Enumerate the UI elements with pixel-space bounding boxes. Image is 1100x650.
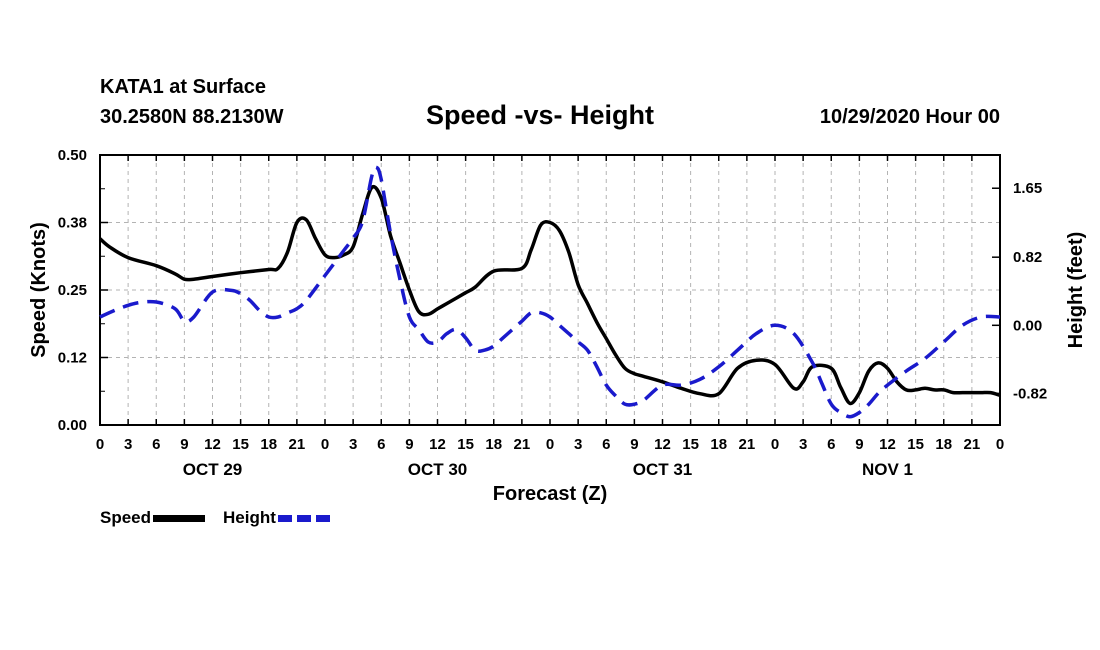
y-left-tick-label: 0.25 — [58, 282, 87, 299]
x-tick-label: 0 — [96, 436, 104, 453]
x-tick-label: 9 — [180, 436, 188, 453]
legend-speed-label: Speed — [100, 508, 152, 527]
x-tick-label: 21 — [514, 436, 531, 453]
x-tick-label: 9 — [405, 436, 413, 453]
y-left-tick-label: 0.00 — [58, 417, 87, 434]
x-ticks: 0 3 6 9 12 15 18 21 0 3 6 9 12 15 18 21 0 3 6 9 12 15 18 21 0 3 6 9… — [96, 155, 1004, 479]
y-right-tick-label: -0.82 — [1013, 385, 1047, 402]
x-tick-label: 0 — [996, 436, 1004, 453]
series-lines — [98, 165, 1001, 419]
x-tick-label: 6 — [152, 436, 160, 453]
x-tick-label: 0 — [771, 436, 779, 453]
legend-speed-swatch — [153, 514, 206, 522]
date-label: 10/29/2020 Hour 00 — [819, 106, 1000, 128]
x-tick-label: 9 — [855, 436, 863, 453]
x-tick-label: 15 — [232, 436, 249, 453]
grid-lines — [100, 155, 1000, 425]
x-tick-label: 15 — [457, 436, 474, 453]
coordinates-label: 30.2580N 88.2130W — [100, 106, 284, 128]
x-tick-label: 12 — [204, 436, 221, 453]
y-left-tick-label: 0.50 — [58, 147, 87, 164]
x-tick-label: 0 — [546, 436, 554, 453]
x-tick-label: 3 — [349, 436, 357, 453]
y-axis-label: Speed (Knots) — [28, 222, 50, 358]
x-tick-label: 3 — [799, 436, 807, 453]
date-label: OCT 30 — [408, 460, 468, 479]
legend-height-label: Height — [223, 508, 276, 527]
chart-title: Speed -vs- Height — [426, 100, 655, 130]
y-right-tick-label: 0.82 — [1013, 249, 1042, 266]
station-label: KATA1 at Surface — [100, 76, 266, 98]
x-tick-label: 15 — [907, 436, 924, 453]
x-tick-label: 6 — [827, 436, 835, 453]
x-tick-label: 18 — [485, 436, 502, 453]
x-tick-label: 21 — [964, 436, 981, 453]
x-tick-label: 18 — [260, 436, 277, 453]
date-label: OCT 29 — [183, 460, 243, 479]
y-right-tick-label: 0.00 — [1013, 317, 1042, 334]
x-tick-label: 12 — [654, 436, 671, 453]
x-tick-label: 21 — [289, 436, 306, 453]
x-tick-label: 12 — [429, 436, 446, 453]
y-left-tick-label: 0.38 — [58, 215, 87, 232]
legend-height-swatch — [277, 514, 330, 522]
date-label: NOV 1 — [862, 460, 913, 479]
legend: Speed Height — [100, 508, 348, 528]
x-tick-label: 0 — [321, 436, 329, 453]
height-series-line — [99, 165, 1001, 419]
x-tick-label: 3 — [124, 436, 132, 453]
x-axis-label: Forecast (Z) — [493, 483, 607, 505]
date-label: OCT 31 — [633, 460, 693, 479]
x-tick-label: 3 — [574, 436, 582, 453]
y-right-tick-label: 1.65 — [1013, 180, 1042, 197]
x-tick-label: 12 — [879, 436, 896, 453]
x-tick-label: 18 — [710, 436, 727, 453]
x-tick-label: 18 — [935, 436, 952, 453]
y-left-tick-label: 0.12 — [58, 350, 87, 367]
x-tick-label: 15 — [682, 436, 699, 453]
speed-series-line — [98, 185, 1001, 406]
y2-axis-label: Height (feet) — [1065, 232, 1087, 349]
x-tick-label: 21 — [739, 436, 756, 453]
x-tick-label: 6 — [377, 436, 385, 453]
x-tick-label: 6 — [602, 436, 610, 453]
x-tick-label: 9 — [630, 436, 638, 453]
y-ticks: 0.00 0.12 0.25 0.38 0.50 -0.82 0.00 0.82 1.65 — [58, 147, 1047, 434]
